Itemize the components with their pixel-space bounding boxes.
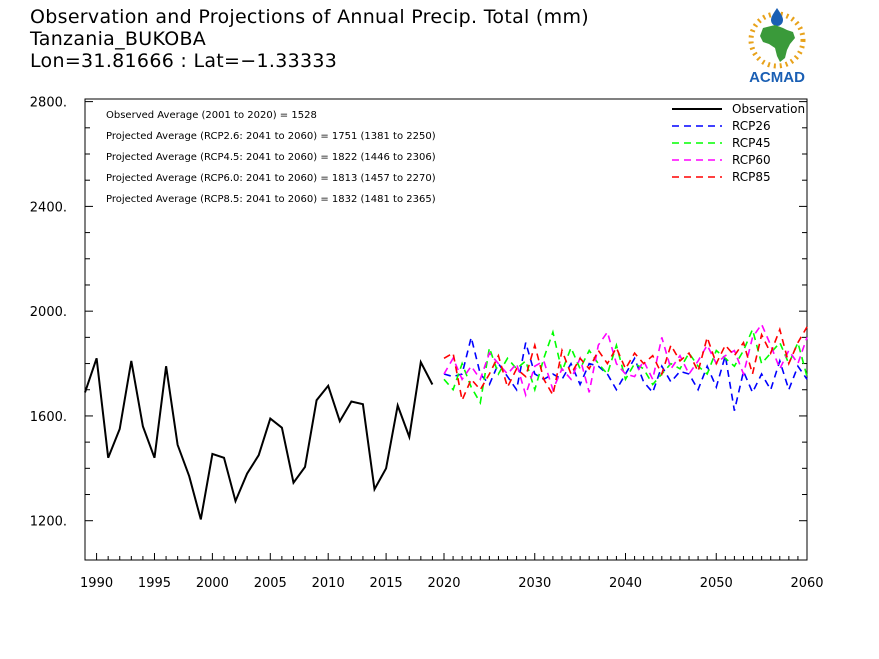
acmad-logo: ACMAD <box>748 8 806 86</box>
x-tick-label: 2000 <box>196 576 229 591</box>
legend-label: RCP45 <box>732 136 771 150</box>
africa-map-icon <box>760 25 795 62</box>
x-tick-label: 2015 <box>370 576 403 591</box>
x-tick-label: 1995 <box>138 576 171 591</box>
stat-line: Projected Average (RCP6.0: 2041 to 2060)… <box>106 173 436 184</box>
y-tick-label: 2400. <box>30 200 67 215</box>
series-line-rcp60 <box>443 322 808 398</box>
series-layer <box>84 322 808 520</box>
legend: Observation RCP26 RCP45 RCP60 RCP85 <box>672 102 805 184</box>
legend-label: RCP60 <box>732 153 771 167</box>
x-tick-label: 2010 <box>312 576 345 591</box>
y-tick-label: 1600. <box>30 410 67 425</box>
chart-header: Observation and Projections of Annual Pr… <box>30 6 589 72</box>
stat-line: Projected Average (RCP8.5: 2041 to 2060)… <box>106 194 436 205</box>
series-line-rcp45 <box>443 327 808 406</box>
x-tick-label: 2050 <box>700 576 733 591</box>
droplet-icon <box>771 8 783 26</box>
station-name: Tanzania_BUKOBA <box>30 28 207 50</box>
x-tick-label: 1990 <box>80 576 113 591</box>
stat-line: Observed Average (2001 to 2020) = 1528 <box>106 110 317 121</box>
stat-line: Projected Average (RCP4.5: 2041 to 2060)… <box>106 152 436 163</box>
x-tick-label: 2060 <box>790 576 823 591</box>
series-line-observation <box>84 357 434 520</box>
x-tick-label: 2020 <box>427 576 460 591</box>
y-tick-label: 1200. <box>30 515 67 530</box>
station-coordinates: Lon=31.81666 : Lat=−1.33333 <box>30 50 338 72</box>
logo-text: ACMAD <box>749 69 805 86</box>
series-line-rcp85 <box>443 326 808 403</box>
y-axis: 1200. 1600. 2000. 2400. 2800. <box>30 96 807 530</box>
x-tick-label: 2005 <box>254 576 287 591</box>
x-tick-label: 2030 <box>518 576 551 591</box>
plot-area <box>84 98 808 561</box>
plot-border <box>84 98 808 561</box>
legend-label: Observation <box>732 102 805 116</box>
y-tick-label: 2800. <box>30 96 67 111</box>
y-tick-label: 2000. <box>30 305 67 320</box>
series-line-rcp26 <box>443 337 808 411</box>
legend-label: RCP85 <box>732 170 771 184</box>
stat-line: Projected Average (RCP2.6: 2041 to 2060)… <box>106 131 436 142</box>
chart-title: Observation and Projections of Annual Pr… <box>30 6 589 28</box>
x-tick-label: 2040 <box>609 576 642 591</box>
stats-box: Observed Average (2001 to 2020) = 1528 Pr… <box>106 110 436 205</box>
x-axis: 1990 1995 2000 2005 2010 2015 2020 2030 2040 2050… <box>80 553 824 591</box>
legend-label: RCP26 <box>732 119 771 133</box>
